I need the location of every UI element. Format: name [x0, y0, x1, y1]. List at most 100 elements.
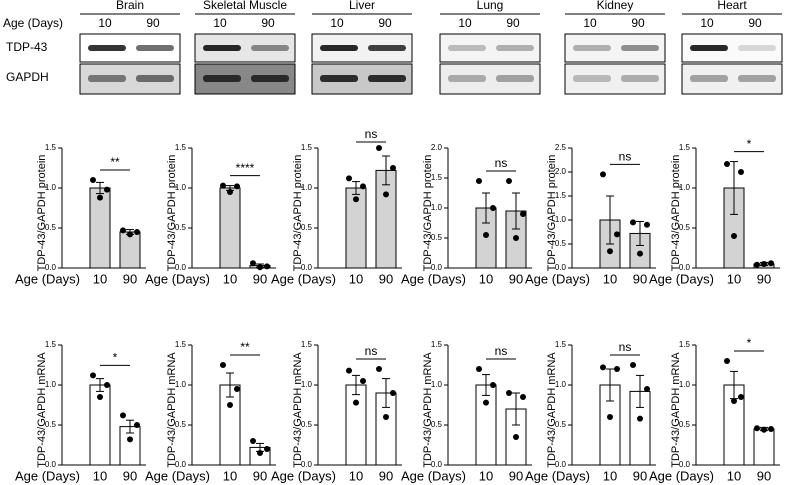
y-tick-label: 0.0 [431, 263, 443, 272]
significance-label: ns [619, 340, 632, 354]
significance-label: ns [495, 344, 508, 358]
band [88, 75, 126, 82]
data-point [134, 422, 140, 428]
y-tick-label: 0.0 [679, 263, 691, 272]
x-tick-label: 10 [223, 468, 237, 483]
y-tick-label: 1.5 [175, 340, 187, 349]
y-axis-label: TDP-43/GAPDH protein [292, 155, 304, 272]
band [448, 45, 486, 51]
data-point [731, 398, 737, 404]
data-point [600, 364, 606, 371]
band [690, 75, 728, 82]
x-tick-label: 90 [379, 271, 393, 286]
x-tick-label: 90 [379, 468, 393, 483]
data-point [724, 161, 730, 167]
band [738, 45, 776, 51]
x-axis-label: Age (Days) [401, 271, 466, 286]
y-tick-label: 1.0 [301, 183, 313, 192]
data-point [637, 250, 643, 257]
x-axis-label: Age (Days) [145, 271, 210, 286]
row-label: TDP-43 [6, 40, 48, 54]
y-tick-label: 1.5 [679, 340, 691, 349]
data-point [353, 196, 359, 203]
data-point [97, 394, 103, 400]
y-tick-label: 0.0 [679, 460, 691, 469]
band [573, 45, 611, 51]
x-tick-label: 90 [757, 468, 771, 483]
y-tick-label: 0.5 [175, 223, 187, 232]
lane-label: 90 [261, 16, 275, 30]
data-point [127, 436, 133, 443]
data-point [346, 175, 352, 182]
data-point [506, 390, 512, 396]
band [573, 75, 611, 82]
significance-label: ns [495, 156, 508, 170]
data-point [490, 382, 496, 388]
blot-gapdh [564, 63, 666, 95]
band [320, 45, 358, 51]
x-axis-label: Age (Days) [649, 271, 714, 286]
y-tick-label: 0.0 [45, 263, 57, 272]
band [496, 45, 534, 51]
tissue-name: Liver [349, 0, 375, 12]
x-tick-label: 90 [253, 271, 267, 286]
data-point [476, 178, 482, 184]
data-point [264, 263, 270, 270]
data-point [360, 183, 366, 190]
x-tick-label: 10 [479, 271, 493, 286]
y-tick-label: 1.5 [45, 143, 57, 152]
data-point [754, 261, 760, 268]
x-tick-label: 10 [479, 468, 493, 483]
band [203, 45, 241, 51]
y-tick-label: 2.0 [555, 167, 567, 176]
y-tick-label: 1.0 [555, 380, 567, 389]
y-axis-label: TDP-43/GAPDH mRNA [292, 352, 304, 468]
data-point [483, 232, 489, 238]
y-tick-label: 1.0 [175, 380, 187, 389]
band [251, 75, 289, 82]
y-tick-label: 0.0 [175, 460, 187, 469]
x-tick-label: 90 [509, 271, 523, 286]
band [203, 75, 241, 82]
x-axis-label: Age (Days) [525, 271, 590, 286]
bar [753, 428, 775, 466]
band [690, 45, 728, 51]
x-tick-label: 10 [223, 271, 237, 286]
y-axis-label: TDP-43/GAPDH mRNA [546, 352, 558, 468]
band [448, 75, 486, 82]
significance-label: ** [110, 155, 120, 169]
data-point [513, 235, 519, 241]
data-point [761, 261, 767, 267]
lane-label: 90 [146, 16, 160, 30]
y-tick-label: 1.5 [431, 173, 443, 182]
x-tick-label: 10 [603, 468, 617, 483]
y-axis-label: TDP-43/GAPDH mRNA [422, 352, 434, 468]
band [368, 75, 406, 82]
y-tick-label: 2.5 [555, 143, 567, 152]
data-point [490, 205, 496, 211]
y-axis-label: TDP-43/GAPDH mRNA [670, 352, 682, 468]
data-point [353, 399, 359, 406]
data-point [257, 264, 263, 271]
y-axis-label: TDP-43/GAPDH protein [166, 155, 178, 272]
x-tick-label: 10 [93, 271, 107, 286]
data-point [390, 390, 396, 396]
significance-label: * [747, 336, 752, 350]
data-point [607, 414, 613, 420]
data-point [250, 260, 256, 267]
y-tick-label: 0.0 [555, 263, 567, 272]
x-tick-label: 90 [253, 468, 267, 483]
y-tick-label: 1.5 [301, 143, 313, 152]
x-axis-label: Age (Days) [145, 468, 210, 483]
x-tick-label: 90 [757, 271, 771, 286]
data-point [644, 221, 650, 228]
data-point [250, 438, 256, 444]
lane-label: 10 [458, 16, 472, 30]
data-point [731, 233, 737, 239]
y-tick-label: 1.5 [555, 191, 567, 200]
y-tick-label: 0.5 [431, 420, 443, 429]
lane-label: 90 [506, 16, 520, 30]
tissue-name: Kidney [597, 0, 634, 12]
data-point [476, 366, 482, 372]
